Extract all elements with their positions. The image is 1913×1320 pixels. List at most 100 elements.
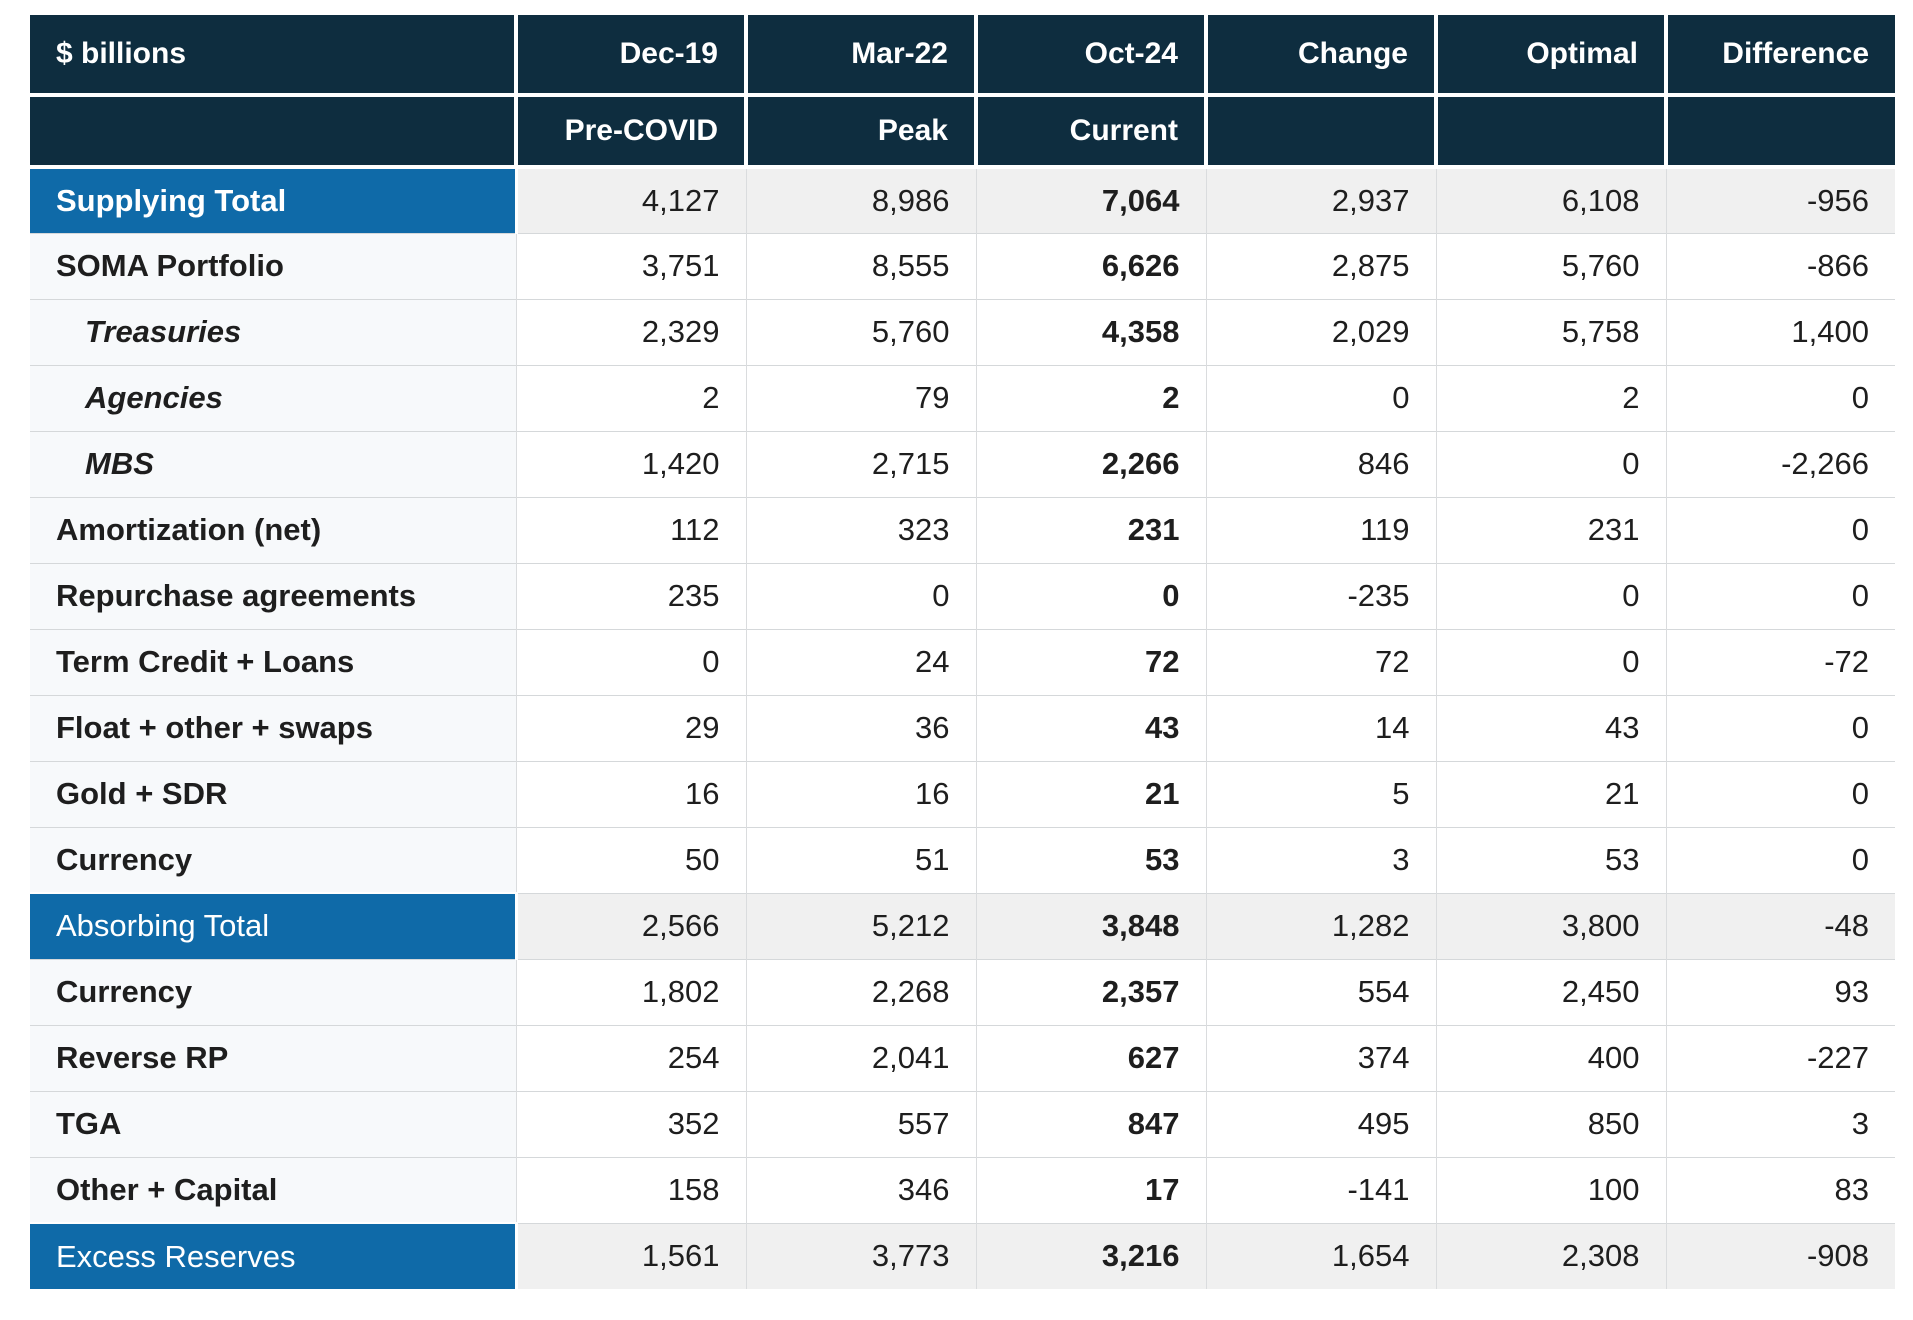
cell-optimal: 400 <box>1436 1024 1667 1091</box>
cell-optimal: 3,800 <box>1436 892 1667 959</box>
cell-change: 846 <box>1206 430 1437 497</box>
cell-optimal: 100 <box>1436 1156 1667 1223</box>
cell-optimal: 43 <box>1436 694 1667 761</box>
cell-mar22: 5,760 <box>746 298 977 365</box>
cell-optimal: 850 <box>1436 1090 1667 1157</box>
row-label: Currency <box>30 826 517 893</box>
page-body: $ billions Dec-19 Mar-22 Oct-24 Change O… <box>30 15 1895 1289</box>
cell-difference: 0 <box>1666 694 1895 761</box>
cell-dec19: 2,329 <box>516 298 747 365</box>
cell-dec19: 2,566 <box>516 892 747 959</box>
table-row-amortization-net: Amortization (net) 112 323 231 119 231 0 <box>30 496 1895 563</box>
cell-mar22: 8,555 <box>746 232 977 299</box>
row-label: Absorbing Total <box>30 892 518 959</box>
cell-oct24: 3,848 <box>976 892 1207 959</box>
cell-change: 119 <box>1206 496 1437 563</box>
cell-change: 1,282 <box>1206 892 1437 959</box>
cell-difference: -72 <box>1666 628 1895 695</box>
cell-mar22: 36 <box>746 694 977 761</box>
column-subheader-optimal <box>1436 95 1668 169</box>
cell-mar22: 79 <box>746 364 977 431</box>
cell-optimal: 0 <box>1436 562 1667 629</box>
balance-sheet-table: $ billions Dec-19 Mar-22 Oct-24 Change O… <box>30 15 1895 1289</box>
row-label: Other + Capital <box>30 1156 517 1223</box>
cell-difference: -48 <box>1666 892 1895 959</box>
cell-mar22: 0 <box>746 562 977 629</box>
row-label: MBS <box>30 430 517 497</box>
row-label: Term Credit + Loans <box>30 628 517 695</box>
cell-change: 2,029 <box>1206 298 1437 365</box>
cell-difference: 0 <box>1666 760 1895 827</box>
cell-optimal: 2 <box>1436 364 1667 431</box>
header-row-dates: $ billions Dec-19 Mar-22 Oct-24 Change O… <box>30 15 1895 97</box>
cell-oct24: 7,064 <box>976 166 1207 233</box>
cell-oct24: 231 <box>976 496 1207 563</box>
cell-dec19: 158 <box>516 1156 747 1223</box>
column-header-mar22: Mar-22 <box>746 15 978 97</box>
column-header-difference: Difference <box>1666 15 1895 97</box>
column-header-dec19: Dec-19 <box>516 15 748 97</box>
cell-dec19: 254 <box>516 1024 747 1091</box>
cell-change: 5 <box>1206 760 1437 827</box>
cell-oct24: 6,626 <box>976 232 1207 299</box>
cell-oct24: 2,266 <box>976 430 1207 497</box>
cell-dec19: 29 <box>516 694 747 761</box>
column-subheader-blank <box>30 95 518 169</box>
cell-difference: 93 <box>1666 958 1895 1025</box>
cell-oct24: 627 <box>976 1024 1207 1091</box>
cell-dec19: 112 <box>516 496 747 563</box>
cell-difference: 0 <box>1666 562 1895 629</box>
table-header: $ billions Dec-19 Mar-22 Oct-24 Change O… <box>30 15 1895 169</box>
cell-mar22: 16 <box>746 760 977 827</box>
cell-mar22: 323 <box>746 496 977 563</box>
table-row-excess-reserves: Excess Reserves 1,561 3,773 3,216 1,654 … <box>30 1222 1895 1289</box>
cell-dec19: 1,420 <box>516 430 747 497</box>
cell-mar22: 8,986 <box>746 166 977 233</box>
table-row-treasuries: Treasuries 2,329 5,760 4,358 2,029 5,758… <box>30 298 1895 365</box>
row-label: Gold + SDR <box>30 760 517 827</box>
column-header-optimal: Optimal <box>1436 15 1668 97</box>
cell-optimal: 5,758 <box>1436 298 1667 365</box>
cell-dec19: 16 <box>516 760 747 827</box>
cell-mar22: 2,041 <box>746 1024 977 1091</box>
column-subheader-change <box>1206 95 1438 169</box>
cell-dec19: 1,561 <box>516 1222 747 1289</box>
cell-change: 0 <box>1206 364 1437 431</box>
cell-mar22: 346 <box>746 1156 977 1223</box>
cell-difference: 83 <box>1666 1156 1895 1223</box>
cell-mar22: 51 <box>746 826 977 893</box>
table-row-supplying-total: Supplying Total 4,127 8,986 7,064 2,937 … <box>30 166 1895 233</box>
cell-change: 3 <box>1206 826 1437 893</box>
row-label: Float + other + swaps <box>30 694 517 761</box>
row-label: Amortization (net) <box>30 496 517 563</box>
cell-change: -235 <box>1206 562 1437 629</box>
table-row-currency-supplying: Currency 50 51 53 3 53 0 <box>30 826 1895 893</box>
cell-dec19: 4,127 <box>516 166 747 233</box>
row-label: Repurchase agreements <box>30 562 517 629</box>
cell-difference: -908 <box>1666 1222 1895 1289</box>
cell-optimal: 0 <box>1436 628 1667 695</box>
column-subheader-precovid: Pre-COVID <box>516 95 748 169</box>
table-row-float-other-swaps: Float + other + swaps 29 36 43 14 43 0 <box>30 694 1895 761</box>
cell-change: 72 <box>1206 628 1437 695</box>
table-row-gold-sdr: Gold + SDR 16 16 21 5 21 0 <box>30 760 1895 827</box>
cell-optimal: 231 <box>1436 496 1667 563</box>
cell-mar22: 24 <box>746 628 977 695</box>
row-label: Excess Reserves <box>30 1222 518 1289</box>
cell-oct24: 53 <box>976 826 1207 893</box>
cell-optimal: 6,108 <box>1436 166 1667 233</box>
cell-oct24: 3,216 <box>976 1222 1207 1289</box>
table-row-currency-absorbing: Currency 1,802 2,268 2,357 554 2,450 93 <box>30 958 1895 1025</box>
cell-oct24: 43 <box>976 694 1207 761</box>
cell-oct24: 21 <box>976 760 1207 827</box>
row-label: Reverse RP <box>30 1024 517 1091</box>
table-row-tga: TGA 352 557 847 495 850 3 <box>30 1090 1895 1157</box>
cell-dec19: 0 <box>516 628 747 695</box>
cell-optimal: 2,450 <box>1436 958 1667 1025</box>
cell-optimal: 2,308 <box>1436 1222 1667 1289</box>
cell-optimal: 0 <box>1436 430 1667 497</box>
cell-oct24: 17 <box>976 1156 1207 1223</box>
table-row-term-credit-loans: Term Credit + Loans 0 24 72 72 0 -72 <box>30 628 1895 695</box>
table-row-repurchase-agreements: Repurchase agreements 235 0 0 -235 0 0 <box>30 562 1895 629</box>
cell-change: 495 <box>1206 1090 1437 1157</box>
